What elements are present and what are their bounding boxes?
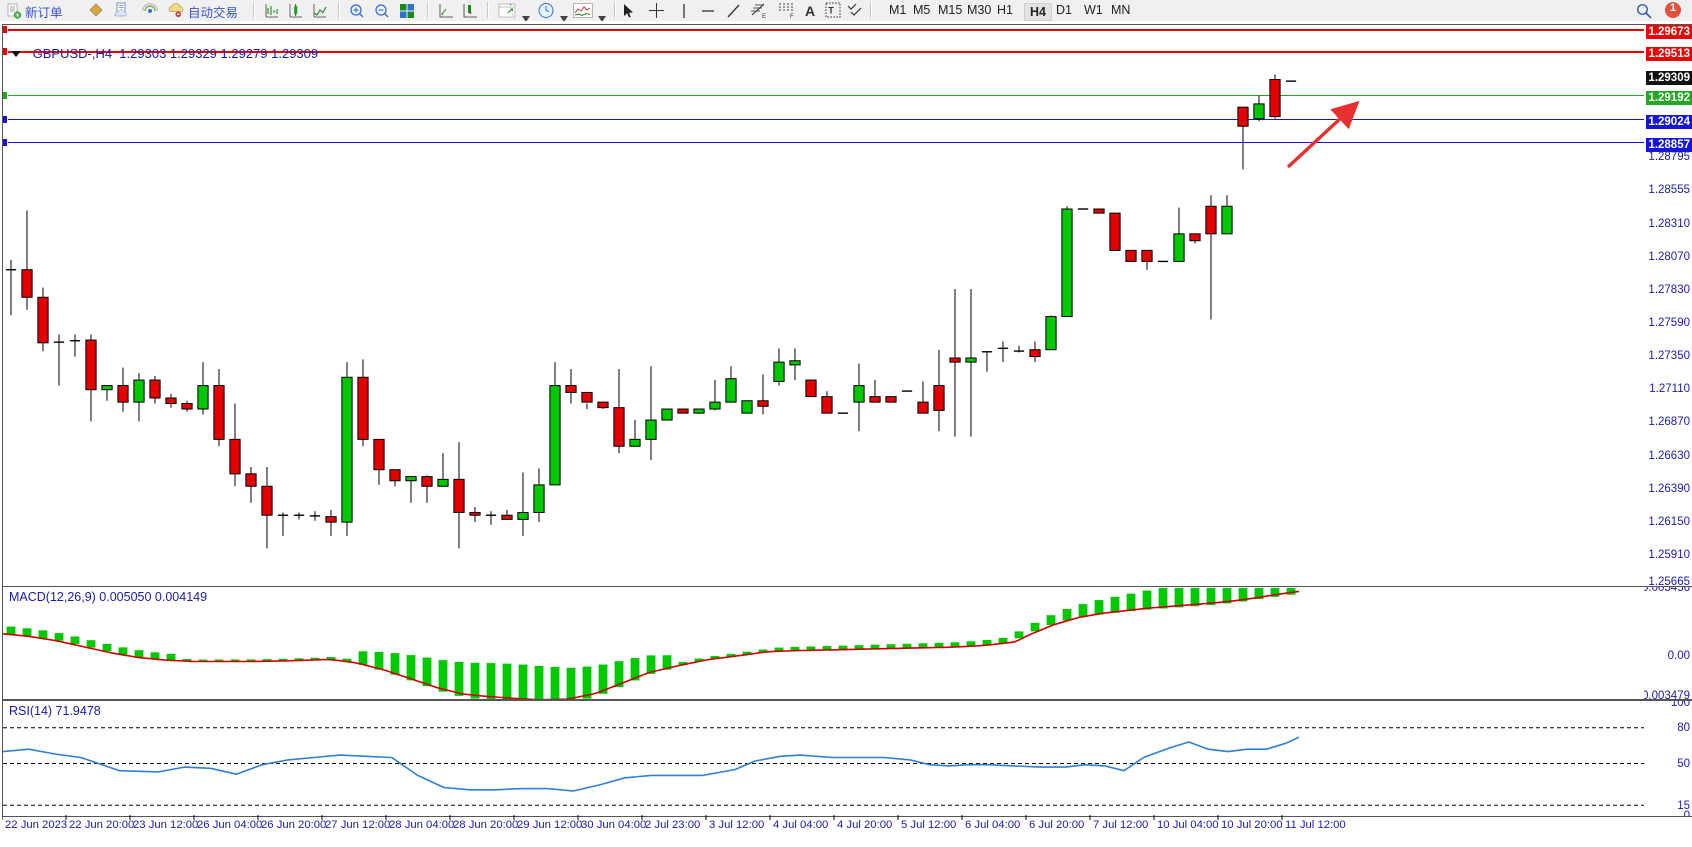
svg-text:T: T [828,6,834,16]
svg-text:F: F [790,14,794,19]
svg-text:E: E [762,14,766,19]
